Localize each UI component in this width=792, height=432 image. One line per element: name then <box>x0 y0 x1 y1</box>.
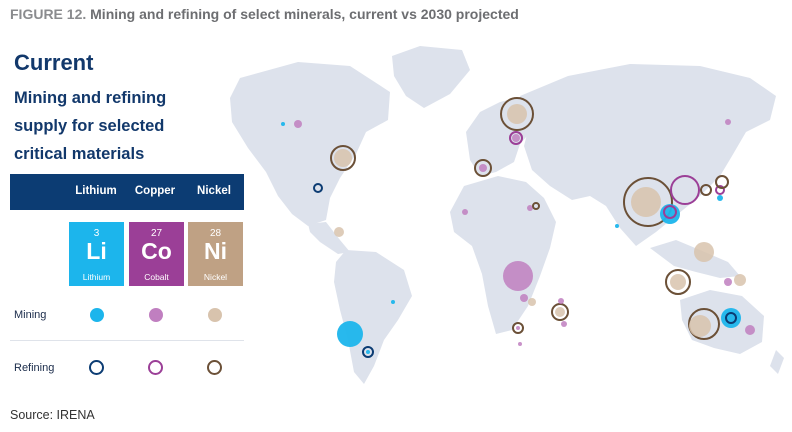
figure-title-text: Mining and refining of select minerals, … <box>90 6 519 22</box>
lithium-mining-marker-13 <box>366 350 370 354</box>
cobalt-refining-marker-33 <box>670 175 700 205</box>
land-asia <box>520 64 776 246</box>
nickel-refining-marker-4 <box>330 145 356 171</box>
tile-cobalt: 27 Co Cobalt <box>129 222 184 286</box>
cobalt-mining-marker-3 <box>512 134 520 142</box>
cobalt-mining-marker-16 <box>462 209 468 215</box>
land-new-zealand <box>770 350 784 374</box>
nickel-mining-marker-41 <box>670 274 686 290</box>
column-copper: Copper <box>134 185 176 197</box>
land-central-america <box>308 222 350 254</box>
tile-lithium-name: Lithium <box>82 272 111 282</box>
nickel-refining-marker-45 <box>688 308 720 340</box>
cobalt-mining-marker-7 <box>294 120 302 128</box>
lithium-mining-marker-38 <box>615 224 619 228</box>
cobalt-mining-marker-42 <box>724 278 732 286</box>
mining-dot-cobalt <box>149 308 163 322</box>
nickel-mining-marker-46 <box>689 315 711 337</box>
land-south-america <box>334 250 412 384</box>
tile-lithium: 3 Li Lithium <box>69 222 124 286</box>
land-southeast-asia <box>650 240 740 278</box>
row-label-refining: Refining <box>14 362 55 374</box>
column-nickel: Nickel <box>197 185 231 197</box>
column-lithium: Lithium <box>75 185 117 197</box>
land-greenland <box>392 46 470 108</box>
nickel-refining-marker-24 <box>551 303 569 321</box>
figure-number: FIGURE 12. <box>10 6 87 22</box>
tile-nickel: 28 Ni Nickel <box>188 222 243 286</box>
cobalt-mining-marker-27 <box>561 321 567 327</box>
supply-markers <box>281 97 755 358</box>
tile-cobalt-number: 27 <box>150 228 163 239</box>
nickel-refining-marker-36 <box>715 175 729 189</box>
nickel-refining-marker-22 <box>512 322 524 334</box>
cobalt-mining-marker-28 <box>518 342 522 346</box>
tile-nickel-symbol: Ni <box>204 238 227 264</box>
legend-divider <box>10 340 244 341</box>
cobalt-mining-marker-49 <box>745 325 755 335</box>
land-north-america <box>230 62 390 226</box>
land-masses <box>230 46 784 384</box>
nickel-mining-marker-25 <box>555 307 565 317</box>
source-note: Source: IRENA <box>10 408 95 422</box>
land-africa <box>450 176 556 334</box>
cobalt-mining-marker-15 <box>479 164 487 172</box>
cobalt-mining-marker-17 <box>527 205 533 211</box>
tile-lithium-number: 3 <box>93 228 100 239</box>
nickel-mining-marker-30 <box>631 187 661 217</box>
tile-nickel-number: 28 <box>209 228 222 239</box>
mining-dot-nickel <box>208 308 222 322</box>
panel-subtitle: Mining and refining supply for selected … <box>14 89 167 163</box>
nickel-refining-marker-34 <box>700 184 712 196</box>
refining-ring-nickel <box>207 360 222 375</box>
nickel-refining-marker-14 <box>474 159 492 177</box>
mining-dot-lithium <box>90 308 104 322</box>
nickel-refining-marker-40 <box>665 269 691 295</box>
nickel-mining-marker-9 <box>334 227 344 237</box>
lithium-refining-marker-6 <box>313 183 323 193</box>
lithium-refining-marker-12 <box>362 346 374 358</box>
row-label-mining: Mining <box>14 309 47 321</box>
tile-lithium-symbol: Li <box>86 238 107 264</box>
lithium-mining-marker-47 <box>721 308 741 328</box>
tile-cobalt-symbol: Co <box>141 238 172 264</box>
nickel-refining-marker-29 <box>623 177 673 227</box>
cobalt-refining-marker-35 <box>715 185 725 195</box>
panel-heading: Current <box>14 50 94 75</box>
cobalt-mining-marker-44 <box>725 119 731 125</box>
cobalt-mining-marker-26 <box>558 298 564 304</box>
nickel-mining-marker-43 <box>734 274 746 286</box>
nickel-mining-marker-5 <box>334 149 352 167</box>
nickel-mining-marker-21 <box>528 298 536 306</box>
figure-title: FIGURE 12. Mining and refining of select… <box>10 6 519 22</box>
tile-cobalt-name: Cobalt <box>144 272 169 282</box>
tile-nickel-name: Nickel <box>203 272 228 282</box>
lithium-mining-marker-8 <box>281 122 285 126</box>
cobalt-mining-marker-20 <box>520 294 528 302</box>
cobalt-refining-marker-2 <box>509 131 523 145</box>
refining-ring-cobalt <box>148 360 163 375</box>
lithium-mining-marker-11 <box>337 321 363 347</box>
cobalt-refining-marker-32 <box>663 205 677 219</box>
cobalt-mining-marker-19 <box>503 261 533 291</box>
nickel-mining-marker-39 <box>694 242 714 262</box>
refining-ring-lithium <box>89 360 104 375</box>
legend-column-header: Lithium Copper Nickel <box>10 174 244 210</box>
nickel-mining-marker-1 <box>507 104 527 124</box>
world-map <box>230 46 784 384</box>
nickel-refining-marker-18 <box>532 202 540 210</box>
lithium-mining-marker-37 <box>717 195 723 201</box>
cobalt-mining-marker-23 <box>516 326 520 330</box>
lithium-mining-marker-10 <box>391 300 395 304</box>
lithium-refining-marker-48 <box>725 312 737 324</box>
nickel-refining-marker-0 <box>500 97 534 131</box>
